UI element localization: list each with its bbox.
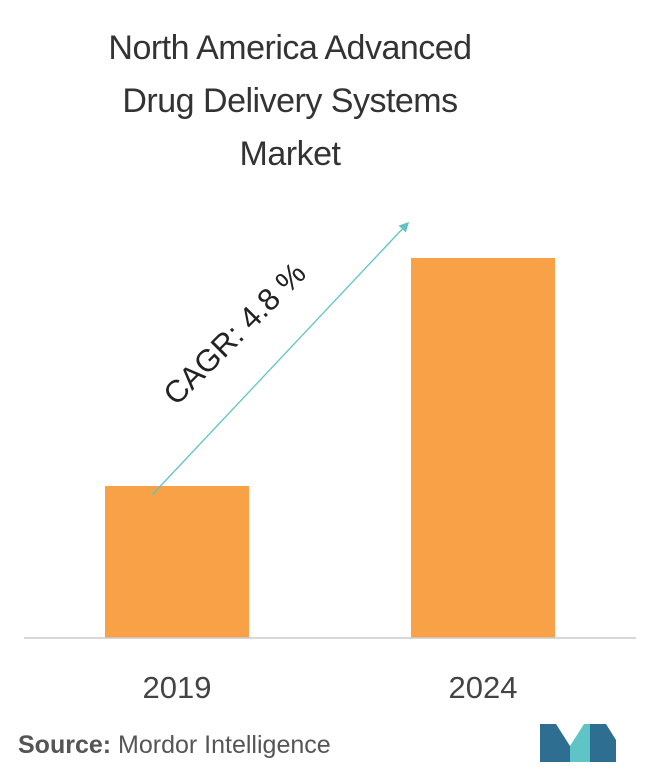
source-text: Mordor Intelligence bbox=[111, 731, 331, 759]
source-note: Source: Mordor Intelligence bbox=[18, 731, 331, 760]
chart-title: North America Advanced Drug Delivery Sys… bbox=[0, 22, 580, 181]
x-tick-label-2019: 2019 bbox=[143, 670, 212, 705]
cagr-annotation: CAGR: 4.8 % bbox=[156, 255, 312, 411]
bar-2019 bbox=[105, 486, 249, 638]
bar-2024 bbox=[411, 258, 555, 638]
mordor-intelligence-logo-icon bbox=[540, 724, 616, 762]
x-tick-label-2024: 2024 bbox=[449, 670, 518, 705]
chart-title-line-3: Market bbox=[239, 135, 341, 173]
chart-title-line-2: Drug Delivery Systems bbox=[122, 82, 458, 120]
source-label: Source: bbox=[18, 731, 112, 759]
chart-title-line-1: North America Advanced bbox=[108, 29, 472, 67]
cagr-arrow bbox=[151, 221, 410, 496]
